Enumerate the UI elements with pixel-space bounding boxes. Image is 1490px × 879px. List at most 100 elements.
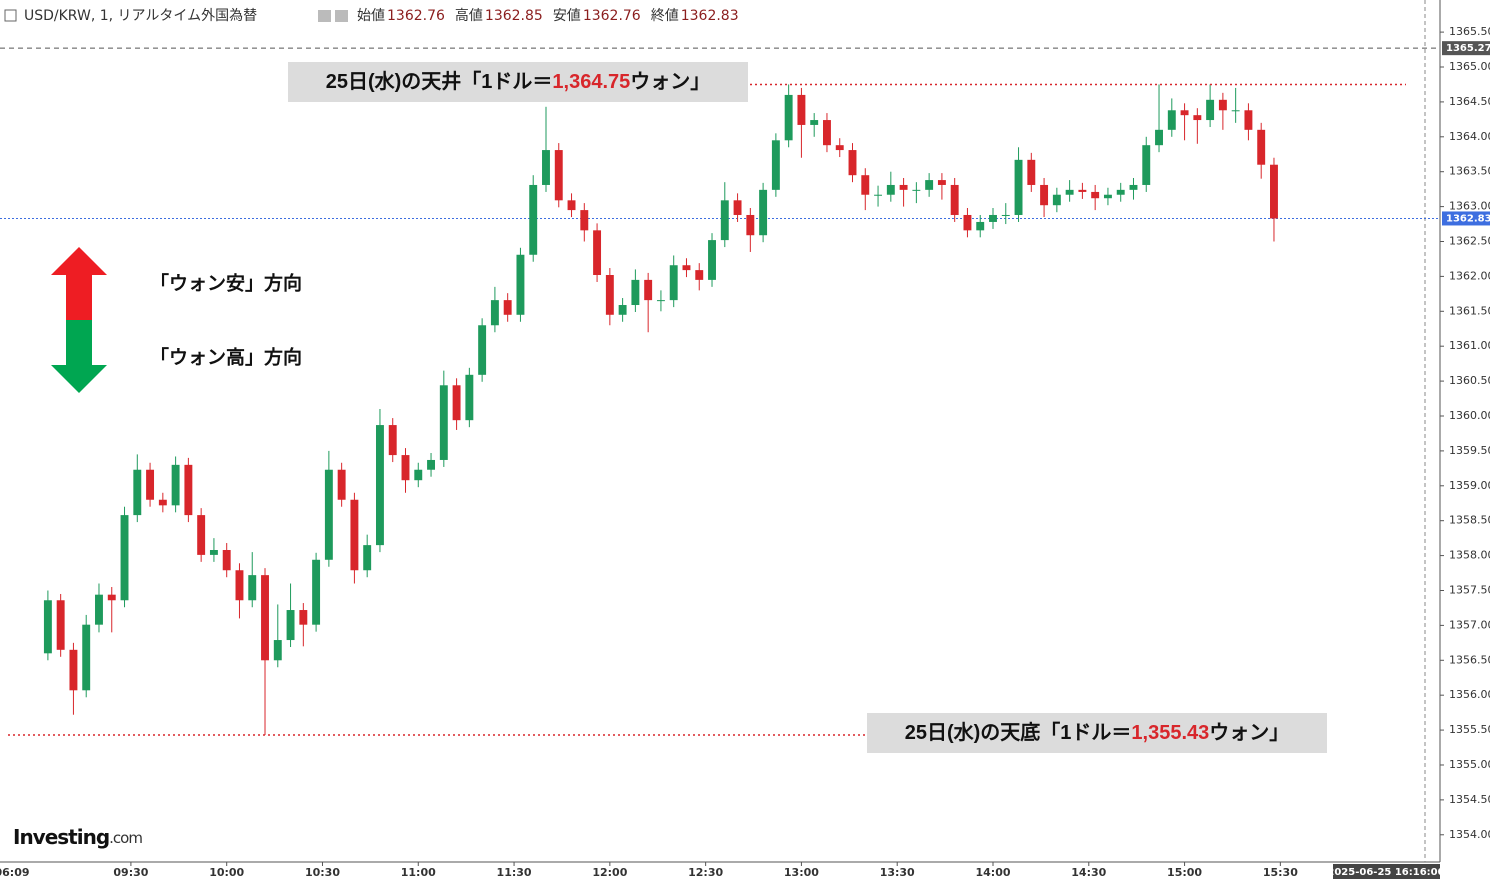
candle-body <box>222 550 231 571</box>
candle-body <box>950 184 959 215</box>
candle-body <box>771 140 780 190</box>
x-tick-label: 13:30 <box>880 866 915 879</box>
candle-body <box>656 300 665 302</box>
candle-body <box>1167 110 1176 130</box>
x-tick-label: 10:00 <box>209 866 244 879</box>
candle-body <box>1091 191 1100 199</box>
y-tick-label: 1361.00 <box>1449 339 1490 352</box>
candle-body <box>1206 99 1215 121</box>
candle-body <box>1193 115 1202 121</box>
y-tick-label: 1361.50 <box>1449 304 1490 317</box>
y-tick-label: 1356.00 <box>1449 688 1490 701</box>
price-label: 1365.27 <box>1446 43 1490 54</box>
header: USD/KRW, 1, リアルタイム外国為替 始値 1362.76 高値 1362.8… <box>4 7 739 24</box>
candle-body <box>976 221 985 231</box>
candle-body <box>682 265 691 271</box>
candle-body <box>248 575 257 601</box>
annotation-text: 25日(水)の天井「1ドル＝1,364.75ウォン」 <box>326 69 711 93</box>
candle-body <box>733 200 742 215</box>
candle-body <box>861 175 870 195</box>
candle-body <box>299 610 308 625</box>
candle-body <box>95 594 103 625</box>
candle-body <box>810 120 819 125</box>
candle-body <box>439 385 448 460</box>
annotation-value: 1,355.43 <box>1131 722 1209 744</box>
candle-body <box>835 145 844 151</box>
candle-body <box>644 279 653 301</box>
candle-body <box>618 305 627 315</box>
candle-body <box>1052 194 1061 206</box>
candle-body <box>286 610 295 641</box>
y-tick-label: 1357.00 <box>1449 618 1490 631</box>
x-tick-label: 10:30 <box>305 866 340 879</box>
side-note: 「ウォン高」方向 <box>150 346 302 369</box>
x-tick-label: 15:30 <box>1263 866 1298 879</box>
candle-body <box>874 194 883 196</box>
candle-body <box>1078 189 1087 192</box>
x-tick-label: 13:00 <box>784 866 819 879</box>
candle-body <box>542 150 550 185</box>
candle-body <box>69 649 78 691</box>
candle-body <box>1244 110 1253 130</box>
price-label: 1362.83 <box>1446 213 1490 224</box>
candle-body <box>209 550 218 555</box>
candle-body <box>937 180 946 185</box>
annotation-value: 1,364.75 <box>552 71 630 93</box>
logo-suffix: .com <box>109 829 142 847</box>
y-tick-label: 1362.50 <box>1449 234 1490 247</box>
candle-body <box>899 184 908 190</box>
annotation-box <box>288 62 748 102</box>
candle-body <box>1180 110 1189 116</box>
candle-body <box>133 469 142 516</box>
y-tick-label: 1359.00 <box>1449 479 1490 492</box>
y-tick-label: 1355.00 <box>1449 758 1490 771</box>
candle-body <box>1270 164 1278 219</box>
down-arrow <box>51 320 107 393</box>
candle-body <box>388 425 397 456</box>
y-tick-label: 1356.50 <box>1449 653 1490 666</box>
candle-body <box>784 94 793 141</box>
candle-body <box>1142 145 1151 185</box>
candle-body <box>759 189 768 236</box>
collapse-icon[interactable] <box>4 9 17 22</box>
y-tick-label: 1360.50 <box>1449 374 1490 387</box>
candle-body <box>554 150 563 201</box>
y-tick-label: 1363.00 <box>1449 200 1490 213</box>
x-tick-label: 09:30 <box>113 866 148 879</box>
candle-body <box>708 240 716 280</box>
candle-body <box>324 469 333 560</box>
candle-body <box>886 184 895 195</box>
ohlc-label: 終値 <box>651 8 679 24</box>
ohlc-label: 高値 <box>455 7 483 24</box>
candle-body <box>1218 99 1227 111</box>
candle-body <box>401 455 410 481</box>
candle-body <box>1231 110 1240 112</box>
candle-body <box>912 189 921 191</box>
x-tick-label: 11:00 <box>401 866 436 879</box>
candle-body <box>350 499 359 571</box>
icon[interactable] <box>335 10 348 22</box>
ohlc-value: 1362.85 <box>485 8 543 24</box>
candle-body <box>503 300 512 315</box>
candle-body <box>1129 184 1138 190</box>
candle-body <box>120 515 129 601</box>
candle-body <box>1065 189 1074 195</box>
ohlc-value: 1362.76 <box>387 8 445 24</box>
candle-body <box>273 640 282 661</box>
y-tick-label: 1364.50 <box>1449 95 1490 108</box>
candle-body <box>963 214 972 231</box>
candle-body <box>1014 159 1023 215</box>
candle-body <box>925 180 934 190</box>
icon[interactable] <box>318 10 331 22</box>
candle-body <box>261 575 269 661</box>
symbol: USD/KRW, 1, リアルタイム外国為替 <box>24 8 257 24</box>
annotation-prefix: 25日(水)の天底「1ドル＝ <box>905 720 1132 744</box>
x-tick-label: 14:00 <box>975 866 1010 879</box>
candle-body <box>452 385 461 421</box>
candle-body <box>1116 189 1125 195</box>
candle-body <box>1040 184 1049 206</box>
candle-body <box>171 464 180 506</box>
x-tick-label: 14:30 <box>1071 866 1106 879</box>
y-tick-label: 1365.50 <box>1449 25 1490 38</box>
y-tick-label: 1360.00 <box>1449 409 1490 422</box>
